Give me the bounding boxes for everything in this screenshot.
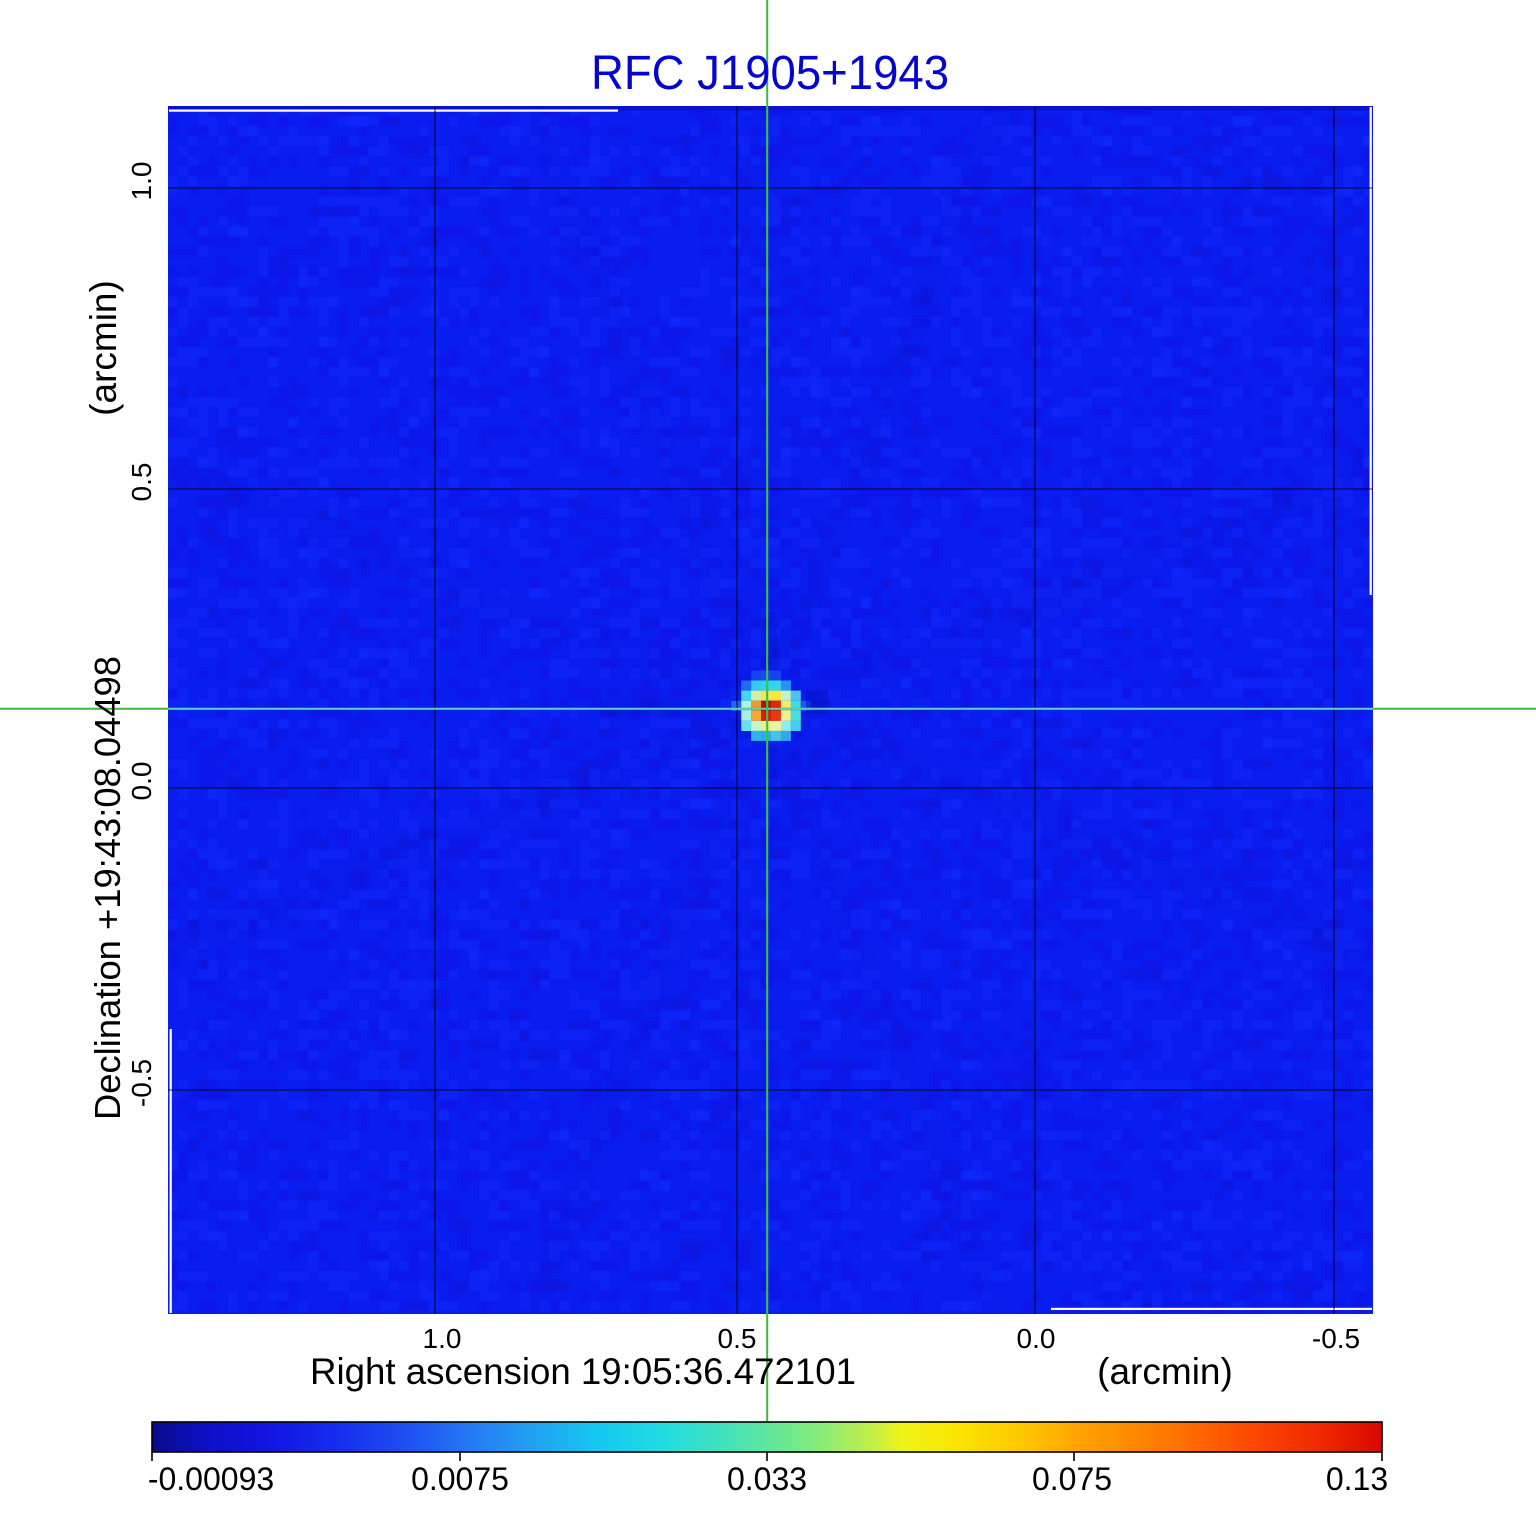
svg-text:0.0: 0.0 — [126, 762, 157, 801]
svg-text:0.5: 0.5 — [126, 463, 157, 502]
svg-text:0.5: 0.5 — [718, 1323, 757, 1354]
svg-text:0.0: 0.0 — [1017, 1323, 1056, 1354]
svg-text:-0.5: -0.5 — [126, 1059, 157, 1107]
svg-text:RFC J1905+1943: RFC J1905+1943 — [591, 47, 949, 100]
svg-text:Declination +19:43:08.04498: Declination +19:43:08.04498 — [87, 656, 128, 1120]
svg-text:0.0075: 0.0075 — [411, 1461, 509, 1497]
svg-text:Right ascension 19:05:36.4721: Right ascension 19:05:36.472101 — [310, 1351, 856, 1392]
svg-text:1.0: 1.0 — [423, 1323, 462, 1354]
svg-text:0.075: 0.075 — [1032, 1461, 1112, 1497]
svg-text:(arcmin): (arcmin) — [83, 280, 124, 416]
svg-text:(arcmin): (arcmin) — [1097, 1351, 1233, 1392]
svg-text:0.13: 0.13 — [1326, 1461, 1388, 1497]
svg-text:-0.5: -0.5 — [1312, 1323, 1360, 1354]
svg-text:1.0: 1.0 — [126, 162, 157, 201]
svg-text:0.033: 0.033 — [727, 1461, 807, 1497]
svg-text:-0.00093: -0.00093 — [148, 1461, 274, 1497]
